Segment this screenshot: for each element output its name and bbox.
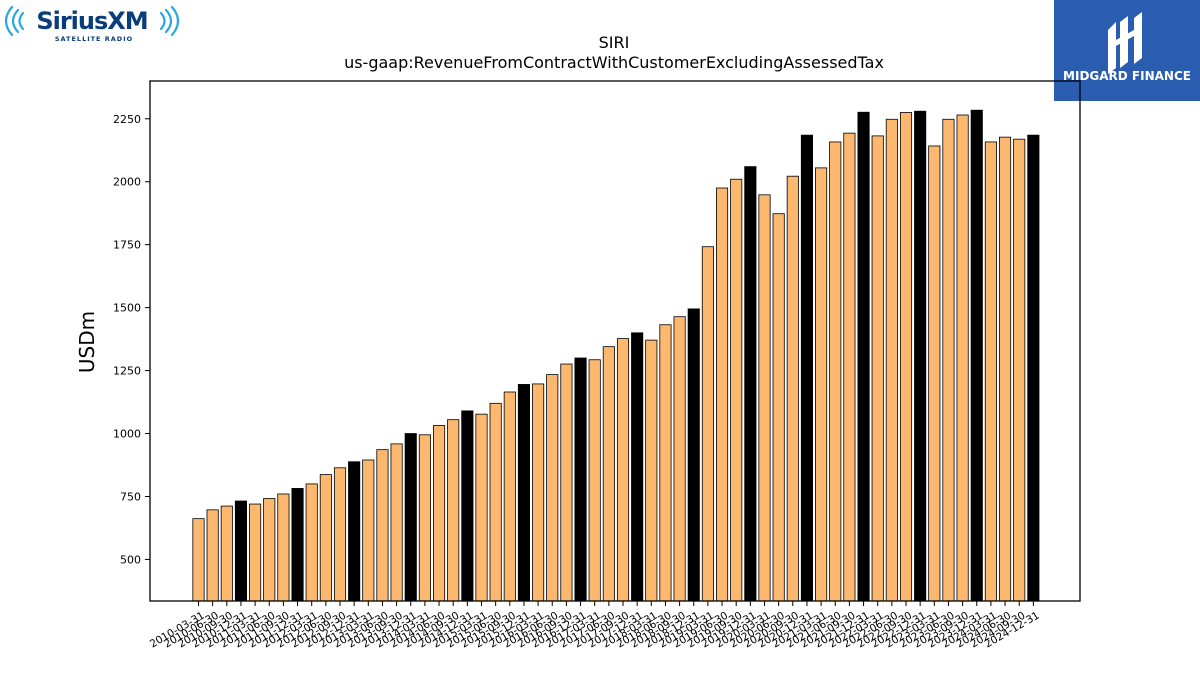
chart-title: SIRI <box>599 33 630 52</box>
bar-2016-09-30 <box>560 363 573 602</box>
bar-2021-03-31 <box>815 167 828 602</box>
svg-text:SiriusXM: SiriusXM <box>36 7 147 35</box>
bar-2019-06-30 <box>716 187 729 602</box>
y-tick-label: 1250 <box>113 365 141 378</box>
bar-2013-03-31 <box>362 459 375 602</box>
bar-2014-03-31 <box>418 434 431 602</box>
bar-2024-03-31 <box>984 141 997 602</box>
bar-2019-12-31 <box>744 166 757 602</box>
y-tick-label: 2000 <box>113 176 141 189</box>
bar-2024-09-30 <box>1013 138 1026 602</box>
svg-text:SATELLITE RADIO: SATELLITE RADIO <box>55 35 133 43</box>
bar-2022-06-30 <box>885 118 898 602</box>
bar-2022-03-31 <box>871 135 884 602</box>
bar-2019-03-31 <box>701 246 714 602</box>
bar-2018-09-30 <box>673 316 686 602</box>
svg-text:MIDGARD FINANCE: MIDGARD FINANCE <box>1063 69 1191 83</box>
y-axis-label: USDm <box>75 311 99 373</box>
bar-2015-03-31 <box>475 413 488 602</box>
bar-2010-09-30 <box>220 505 233 602</box>
bar-2013-09-30 <box>390 443 403 602</box>
bar-2013-12-31 <box>404 433 417 602</box>
y-tick-label: 1000 <box>113 428 141 441</box>
bar-2014-12-31 <box>461 410 474 602</box>
bar-2015-12-31 <box>517 384 530 602</box>
bar-2018-06-30 <box>659 324 672 602</box>
midgard-finance-logo-graphic: MIDGARD FINANCE <box>1063 12 1191 83</box>
bar-2011-06-30 <box>263 498 276 602</box>
bar-2020-09-30 <box>786 175 799 602</box>
bar-2012-12-31 <box>348 461 361 602</box>
y-tick-label: 1500 <box>113 302 141 315</box>
bars-group <box>192 109 1040 602</box>
bar-2023-12-31 <box>970 109 983 602</box>
bar-2018-12-31 <box>687 308 700 602</box>
bar-2011-12-31 <box>291 488 304 602</box>
bar-2011-03-31 <box>249 503 262 602</box>
bar-2012-09-30 <box>333 467 347 602</box>
bar-2011-09-30 <box>277 493 290 602</box>
plot-frame <box>149 80 1081 602</box>
bar-2022-09-30 <box>899 112 913 602</box>
bar-2022-12-31 <box>914 110 927 602</box>
bar-2017-06-30 <box>602 346 615 602</box>
bar-2020-12-31 <box>800 134 813 602</box>
bar-2023-09-30 <box>956 114 969 602</box>
bar-2024-06-30 <box>999 136 1012 602</box>
bar-2010-03-31 <box>192 518 205 602</box>
siriusxm-logo: SiriusXM SATELLITE RADIO <box>4 4 184 48</box>
bar-2020-03-31 <box>758 194 771 602</box>
bar-2021-09-30 <box>843 132 856 602</box>
y-tick-label: 750 <box>120 490 141 503</box>
bar-2014-09-30 <box>447 419 460 602</box>
y-tick-label: 2250 <box>113 113 141 126</box>
bar-2020-06-30 <box>772 213 785 602</box>
bar-2019-09-30 <box>730 178 743 602</box>
bar-2024-12-31 <box>1027 134 1040 602</box>
bar-2010-06-30 <box>206 509 219 602</box>
bar-2016-06-30 <box>546 374 559 602</box>
bar-2015-06-30 <box>489 402 502 602</box>
bar-2021-06-30 <box>829 141 842 602</box>
y-tick-label: 1750 <box>113 239 141 252</box>
bar-2018-03-31 <box>645 339 658 602</box>
midgard-finance-logo: MIDGARD FINANCE <box>1054 0 1200 101</box>
bar-2012-03-31 <box>305 483 318 602</box>
bar-2017-12-31 <box>631 332 644 602</box>
bar-2016-03-31 <box>532 383 545 602</box>
bar-2021-12-31 <box>857 111 870 602</box>
bar-2023-06-30 <box>942 118 955 602</box>
y-ticks-group: 500 750 1000 1250 1500 1750 2000 2250 <box>113 113 150 566</box>
bar-2016-12-31 <box>574 357 587 602</box>
y-tick-label: 500 <box>120 553 141 566</box>
bar-2017-03-31 <box>588 359 601 602</box>
bar-2023-03-31 <box>928 145 941 602</box>
bar-2014-06-30 <box>432 425 446 602</box>
bar-2013-06-30 <box>376 449 389 602</box>
bar-2012-06-30 <box>319 474 332 602</box>
x-ticks-group: 2010-03-312010-06-302010-09-302010-12-31… <box>148 601 1042 650</box>
siriusxm-logo-graphic: SiriusXM SATELLITE RADIO <box>4 5 180 43</box>
bar-2010-12-31 <box>234 500 248 602</box>
chart-subtitle: us-gaap:RevenueFromContractWithCustomerE… <box>344 53 884 72</box>
bar-2015-09-30 <box>503 391 516 602</box>
bar-2017-09-30 <box>616 338 630 602</box>
